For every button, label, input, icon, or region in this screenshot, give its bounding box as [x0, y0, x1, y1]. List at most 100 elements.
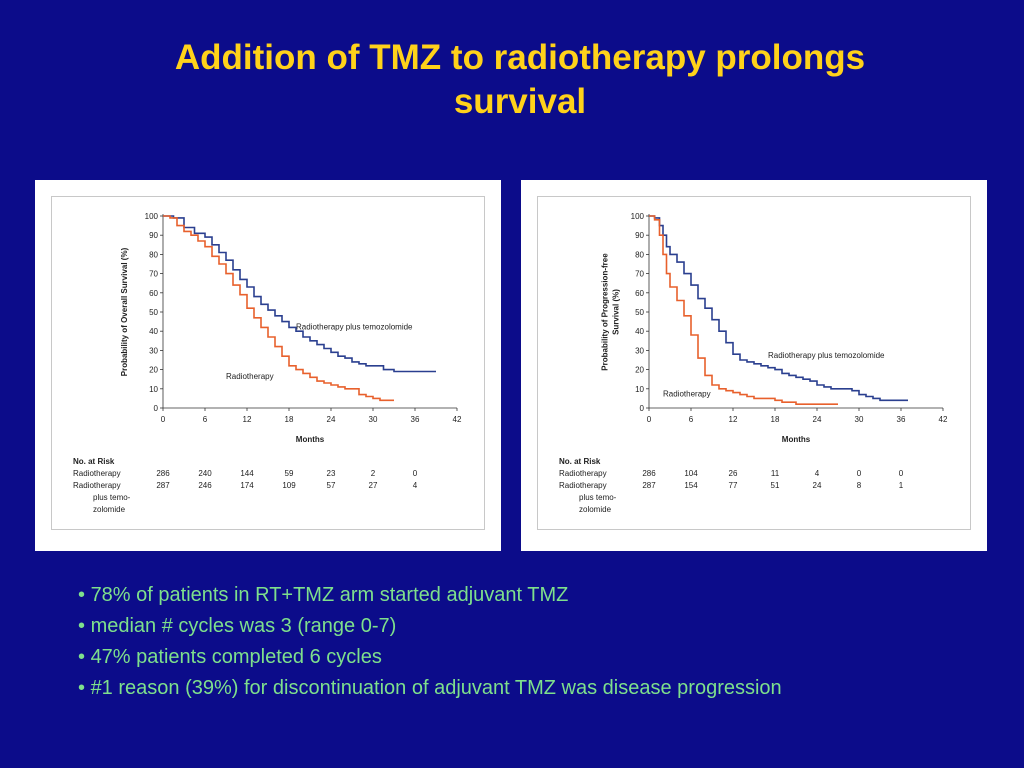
- x-tick-label: 24: [327, 415, 336, 424]
- risk-table-value: 174: [240, 481, 254, 490]
- bullet-item: #1 reason (39%) for discontinuation of a…: [78, 673, 782, 704]
- bullet-item: median # cycles was 3 (range 0-7): [78, 611, 782, 642]
- y-tick-label: 80: [149, 250, 158, 259]
- risk-table-value: 286: [156, 469, 170, 478]
- x-tick-label: 36: [411, 415, 420, 424]
- risk-table-row-label: zolomide: [93, 505, 126, 514]
- risk-table-value: 104: [684, 469, 698, 478]
- risk-table-value: 11: [771, 469, 780, 478]
- risk-table-value: 4: [815, 469, 820, 478]
- risk-table-value: 57: [327, 481, 336, 490]
- series-line-radiotherapy-plus-temozolomide: [649, 215, 908, 402]
- risk-table-value: 246: [198, 481, 212, 490]
- risk-table-row-label: plus temo-: [579, 493, 617, 502]
- bullet-list: 78% of patients in RT+TMZ arm started ad…: [78, 580, 782, 704]
- risk-table-value: 109: [282, 481, 296, 490]
- y-tick-label: 0: [154, 404, 159, 413]
- figure-frame: [537, 196, 971, 530]
- risk-table-value: 24: [813, 481, 822, 490]
- y-axis-label: Survival (%): [612, 289, 621, 335]
- curve-annotation: Radiotherapy: [226, 372, 274, 381]
- risk-table-value: 286: [642, 469, 656, 478]
- y-tick-label: 90: [635, 231, 644, 240]
- y-tick-label: 60: [149, 289, 158, 298]
- risk-table-value: 8: [857, 481, 862, 490]
- x-tick-label: 24: [813, 415, 822, 424]
- y-tick-label: 50: [635, 308, 644, 317]
- risk-table-row-label: plus temo-: [93, 493, 131, 502]
- x-tick-label: 42: [939, 415, 948, 424]
- x-axis-label: Months: [296, 435, 325, 444]
- overall-survival-figure: 0 10 20 30 40 50 60 70 80 90 100 0 6 12 18 24 30 36 42 Mont…: [35, 180, 501, 551]
- figure-frame: [51, 196, 485, 530]
- risk-table-value: 240: [198, 469, 212, 478]
- risk-table-row-label: Radiotherapy: [73, 481, 121, 490]
- x-tick-label: 42: [453, 415, 462, 424]
- x-tick-label: 0: [647, 415, 652, 424]
- series-line-radiotherapy: [163, 215, 394, 402]
- risk-table-value: 2: [371, 469, 376, 478]
- risk-table-heading: No. at Risk: [73, 457, 115, 466]
- x-tick-label: 18: [285, 415, 294, 424]
- y-tick-label: 30: [635, 346, 644, 355]
- risk-table-row-label: zolomide: [579, 505, 612, 514]
- series-line-radiotherapy-plus-temozolomide: [163, 215, 436, 373]
- x-tick-label: 12: [729, 415, 738, 424]
- risk-table-row-label: Radiotherapy: [559, 481, 607, 490]
- risk-table-value: 26: [729, 469, 738, 478]
- risk-table-value: 287: [642, 481, 656, 490]
- x-tick-label: 6: [689, 415, 694, 424]
- y-axis-label: Probability of Progression-free: [601, 253, 610, 371]
- y-tick-label: 10: [149, 385, 158, 394]
- y-tick-label: 100: [145, 212, 159, 221]
- risk-table-value: 51: [771, 481, 780, 490]
- y-tick-label: 60: [635, 289, 644, 298]
- risk-table-value: 0: [857, 469, 862, 478]
- bullet-item: 78% of patients in RT+TMZ arm started ad…: [78, 580, 782, 611]
- risk-table-row-label: Radiotherapy: [73, 469, 121, 478]
- y-tick-label: 70: [149, 270, 158, 279]
- slide-title-line-2: survival: [453, 82, 587, 121]
- y-axis-label: Probability of Overall Survival (%): [120, 247, 129, 376]
- x-tick-label: 12: [243, 415, 252, 424]
- x-tick-label: 0: [161, 415, 166, 424]
- risk-table-value: 154: [684, 481, 698, 490]
- risk-table-value: 0: [899, 469, 904, 478]
- y-tick-label: 70: [635, 270, 644, 279]
- risk-table-value: 77: [729, 481, 738, 490]
- y-tick-label: 40: [635, 327, 644, 336]
- risk-table-value: 1: [899, 481, 904, 490]
- risk-table-value: 59: [285, 469, 294, 478]
- y-tick-label: 30: [149, 346, 158, 355]
- y-tick-label: 20: [635, 366, 644, 375]
- risk-table-value: 23: [327, 469, 336, 478]
- bullet-item: 47% patients completed 6 cycles: [78, 642, 782, 673]
- y-tick-label: 10: [635, 385, 644, 394]
- y-tick-label: 90: [149, 231, 158, 240]
- y-tick-label: 50: [149, 308, 158, 317]
- x-tick-label: 18: [771, 415, 780, 424]
- y-tick-label: 100: [631, 212, 645, 221]
- y-tick-label: 0: [640, 404, 645, 413]
- risk-table-value: 0: [413, 469, 418, 478]
- y-tick-label: 80: [635, 250, 644, 259]
- risk-table-value: 4: [413, 481, 418, 490]
- x-tick-label: 30: [855, 415, 864, 424]
- risk-table-heading: No. at Risk: [559, 457, 601, 466]
- y-tick-label: 40: [149, 327, 158, 336]
- series-line-radiotherapy: [649, 215, 838, 405]
- x-axis-label: Months: [782, 435, 811, 444]
- x-tick-label: 30: [369, 415, 378, 424]
- risk-table-value: 144: [240, 469, 254, 478]
- x-tick-label: 6: [203, 415, 208, 424]
- risk-table-row-label: Radiotherapy: [559, 469, 607, 478]
- risk-table-value: 287: [156, 481, 170, 490]
- slide-title-line-1: Addition of TMZ to radiotherapy prolongs: [174, 38, 866, 77]
- curve-annotation: Radiotherapy: [663, 389, 711, 398]
- risk-table-value: 27: [369, 481, 378, 490]
- curve-annotation: Radiotherapy plus temozolomide: [296, 322, 413, 331]
- slide-title: Addition of TMZ to radiotherapy prolongs…: [60, 36, 980, 124]
- progression-free-survival-figure: 0 10 20 30 40 50 60 70 80 90 100 0 6 12 18 24 30 36 42 Mont…: [521, 180, 987, 551]
- y-tick-label: 20: [149, 366, 158, 375]
